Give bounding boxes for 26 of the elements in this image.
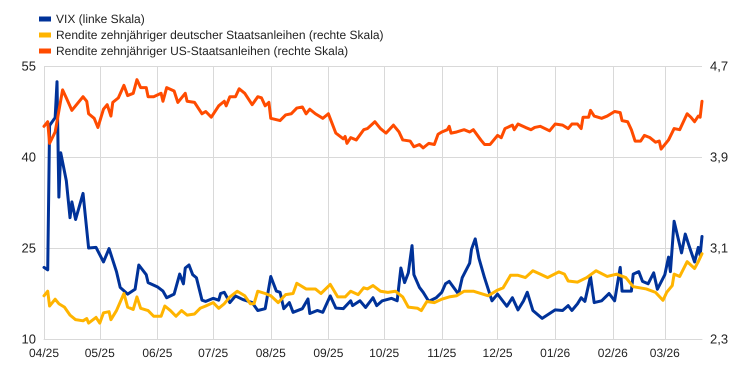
x-tick-label: 03/26 xyxy=(650,346,680,360)
x-tick-label: 05/25 xyxy=(84,346,116,360)
y2-tick-label: 3,1 xyxy=(710,240,728,256)
line-series xyxy=(42,252,704,325)
x-tick-label: 09/25 xyxy=(313,346,344,360)
x-tick-label: 11/25 xyxy=(427,346,457,360)
legend-label: Rendite zehnjähriger deutscher Staatsanleihen (rechte Skala) xyxy=(56,28,384,42)
y-tick-label: 55 xyxy=(22,58,36,74)
y2-tick-label: 2,3 xyxy=(710,332,728,346)
x-tick-label: 02/26 xyxy=(598,346,628,360)
y-tick-label: 25 xyxy=(22,240,36,256)
x-tick-label: 04/25 xyxy=(28,346,60,360)
x-tick-label: 10/25 xyxy=(369,346,400,360)
line-series xyxy=(42,80,704,320)
y-tick-label: 10 xyxy=(22,332,36,346)
line-series xyxy=(42,78,704,151)
legend-label: Rendite zehnjähriger US-Staatsanleihen (rechte Skala) xyxy=(56,44,348,58)
legend-label: VIX (linke Skala) xyxy=(56,12,145,26)
x-tick-label: 08/25 xyxy=(256,346,286,360)
y2-tick-label: 4,7 xyxy=(710,58,728,74)
y2-tick-label: 3,9 xyxy=(710,150,728,164)
x-tick-label: 07/25 xyxy=(198,346,228,360)
y-tick-label: 40 xyxy=(22,150,36,164)
x-tick-label: 12/25 xyxy=(482,346,513,360)
x-tick-label: 06/25 xyxy=(142,346,173,360)
x-tick-label: 01/26 xyxy=(540,346,570,360)
